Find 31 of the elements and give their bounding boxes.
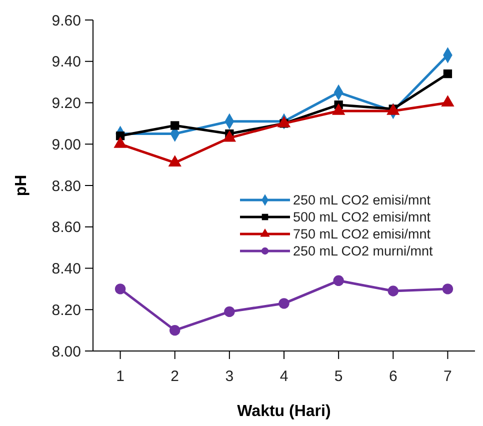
- point: [114, 284, 126, 294]
- point: [388, 286, 398, 296]
- legend-label: 750 mL CO2 emisi/mnt: [293, 226, 431, 242]
- y-tick-label: 8.40: [52, 260, 81, 278]
- x-tick-label: 4: [280, 368, 288, 385]
- y-tick-label: 9.20: [52, 95, 81, 112]
- y-tick-label: 8.60: [52, 219, 81, 236]
- legend-label: 250 mL CO2 murni/mnt: [293, 244, 434, 259]
- y-tick-label: 8.20: [52, 302, 81, 319]
- point: [333, 275, 344, 286]
- y-tick-label: 9.40: [52, 54, 81, 71]
- x-tick-label: 1: [116, 368, 124, 385]
- x-tick-label: 2: [170, 368, 180, 385]
- y-tick-label: 9.00: [52, 136, 81, 154]
- point: [170, 324, 180, 336]
- legend-label: 500 mL CO2 emisi/mnt: [293, 210, 431, 225]
- x-tick-label: 5: [334, 368, 343, 385]
- point: [278, 298, 290, 309]
- point: [443, 69, 452, 78]
- x-tick-label: 7: [444, 368, 452, 385]
- x-tick-label: 3: [225, 368, 234, 385]
- y-tick-label: 9.60: [52, 12, 81, 30]
- legend-label: 250 mL CO2 emisi/mnt: [293, 192, 431, 208]
- x-axis-title: Waktu (Hari): [237, 403, 331, 420]
- x-tick-label: 6: [388, 368, 398, 385]
- y-axis-title: pH: [13, 174, 30, 196]
- point: [442, 284, 454, 294]
- y-tick-label: 8.80: [52, 178, 81, 195]
- y-tick-label: 8.00: [52, 343, 81, 360]
- point: [170, 121, 180, 130]
- point: [224, 306, 235, 318]
